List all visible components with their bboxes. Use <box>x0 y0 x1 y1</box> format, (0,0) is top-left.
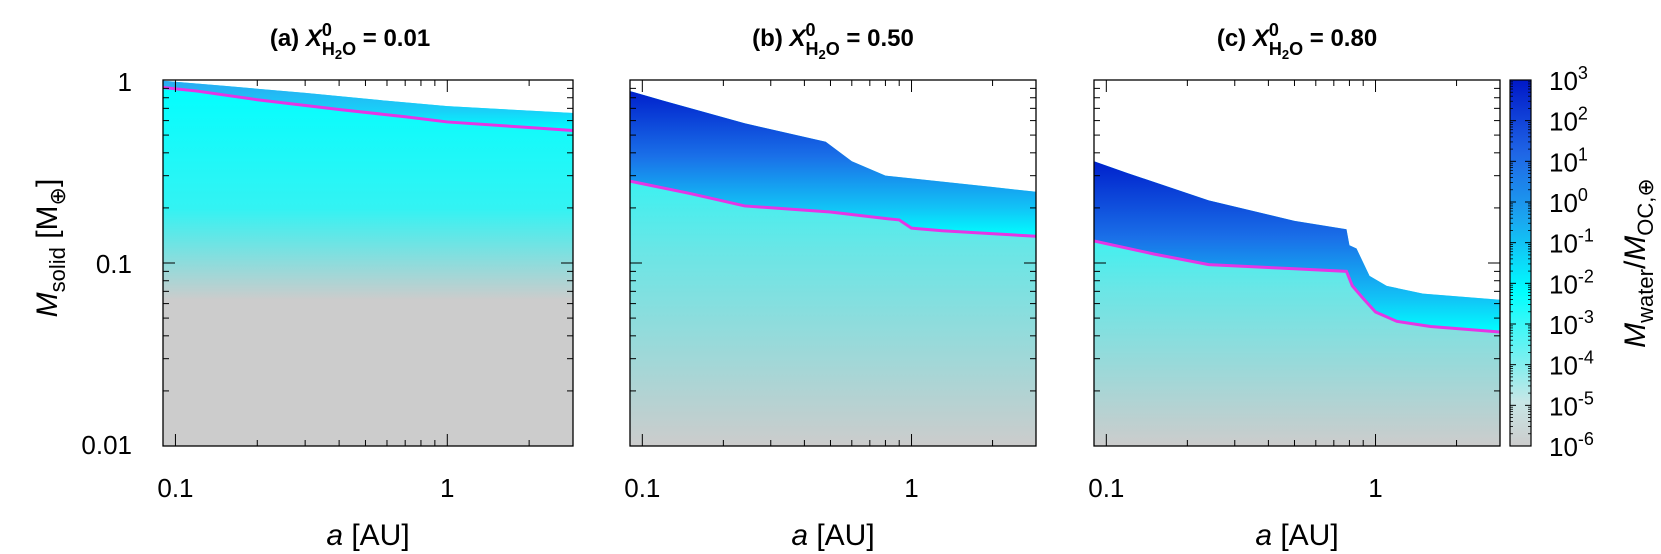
colorbar-tick-base: 10 <box>1549 351 1578 381</box>
colorbar-tick-base: 10 <box>1549 147 1578 177</box>
panel-a: 0.1 1 a [AU] (a) X0 H2O = 0.01 <box>157 20 574 552</box>
x-axis-label-unit: [AU] <box>343 519 410 552</box>
title-prefix: (c) <box>1217 25 1253 52</box>
colorbar-tick-exp: 2 <box>1578 104 1588 124</box>
title-sup: 0 <box>1269 20 1279 40</box>
y-tick-label-0-1: 0.1 <box>96 249 132 279</box>
colorbar-tick-exp: 3 <box>1578 63 1588 83</box>
x-axis-label-b: a [AU] <box>791 519 874 552</box>
colorbar-tick-exp: -2 <box>1578 266 1594 286</box>
title-value: = 0.01 <box>356 25 430 52</box>
x-tick-label-b: 1 <box>904 473 918 503</box>
title-var: X <box>304 25 324 52</box>
y-axis-label: Msolid [M⊕] <box>31 179 70 318</box>
title-sub-o: O <box>1289 39 1303 59</box>
colorbar-tick-exp: 0 <box>1578 185 1588 205</box>
colorbar-tick-exp: -6 <box>1578 429 1594 449</box>
title-sub-h: H <box>1269 39 1282 59</box>
colorbar-tick-label: 10-4 <box>1549 348 1594 381</box>
panel-b: 0.1 1 a [AU] (b) X0 H2O = 0.50 <box>624 20 1037 552</box>
title-sup: 0 <box>322 20 332 40</box>
title-sub-2: 2 <box>1282 47 1289 62</box>
title-sub-h: H <box>806 39 819 59</box>
x-axis-label-var: a <box>1255 519 1272 552</box>
water-fill-high-b <box>630 91 1036 237</box>
title-sub-o: O <box>342 39 356 59</box>
title-sub-o: O <box>826 39 840 59</box>
colorbar-tick-exp: -5 <box>1578 388 1594 408</box>
colorbar-gradient <box>1509 79 1532 447</box>
colorbar-tick-base: 10 <box>1549 269 1578 299</box>
title-prefix: (a) <box>270 25 306 52</box>
colorbar-tick-base: 10 <box>1549 310 1578 340</box>
colorbar-tick-base: 10 <box>1549 188 1578 218</box>
title-sub-2: 2 <box>819 47 826 62</box>
colorbar-tick-label: 103 <box>1549 63 1588 96</box>
x-tick-label-c: 1 <box>1368 473 1382 503</box>
y-tick-label-1: 1 <box>118 67 132 97</box>
y-tick-label-0-01: 0.01 <box>81 430 132 460</box>
contour-line-b <box>630 179 1036 238</box>
title-var: X <box>787 25 807 52</box>
water-fill-high-c <box>1094 161 1500 332</box>
panel-plot-area-b <box>630 91 1036 446</box>
title-sub-h: H <box>322 39 335 59</box>
colorbar-tick-label: 10-2 <box>1549 266 1594 299</box>
contour-line-a <box>163 86 573 132</box>
water-fill-low-a <box>163 80 573 446</box>
colorbar-tick-base: 10 <box>1549 432 1578 462</box>
x-tick-label-a: 1 <box>440 473 454 503</box>
x-tick-label-c: 0.1 <box>1088 473 1124 503</box>
colorbar-tick-base: 10 <box>1549 391 1578 421</box>
x-axis-label-var: a <box>326 519 343 552</box>
colorbar-tick-label: 101 <box>1549 144 1588 177</box>
x-axis-label-a: a [AU] <box>326 519 409 552</box>
panels-group: 0.1 1a [AU](a) X0 H2O = 0.010.1 1a [AU](b) … <box>157 20 1501 552</box>
panel-plot-area-a <box>163 80 573 446</box>
title-sup: 0 <box>806 20 816 40</box>
colorbar-tick-label: 102 <box>1549 104 1588 137</box>
panel-plot-area-c <box>1094 161 1500 446</box>
colorbar-tick-label: 10-5 <box>1549 388 1594 421</box>
colorbar-tick-label: 10-3 <box>1549 307 1594 340</box>
colorbar-tick-exp: -1 <box>1578 226 1594 246</box>
colorbar-tick-exp: -4 <box>1578 348 1594 368</box>
colorbar-label: Mwater/MOC,⊕ <box>1619 178 1658 348</box>
colorbar-tick-base: 10 <box>1549 66 1578 96</box>
x-axis-label-unit: [AU] <box>808 519 875 552</box>
colorbar-tick-exp: -3 <box>1578 307 1594 327</box>
title-prefix: (b) <box>752 25 789 52</box>
water-fill-high-a <box>163 80 573 131</box>
contour-line-c <box>1094 239 1500 334</box>
title-var: X <box>1251 25 1271 52</box>
title-sub-2: 2 <box>335 47 342 62</box>
panel-c: 0.1 1 a [AU] (c) X0 H2O = 0.80 <box>1088 20 1501 552</box>
x-tick-label-a: 0.1 <box>157 473 193 503</box>
colorbar-tick-label: 10-6 <box>1549 429 1594 462</box>
panel-title-a: (a) X0 H2O = 0.01 <box>270 20 430 62</box>
colorbar-tick-exp: 1 <box>1578 144 1588 164</box>
colorbar-tick-label: 10-1 <box>1549 226 1594 259</box>
colorbar-tick-label: 100 <box>1549 185 1588 218</box>
panel-title-b: (b) X0 H2O = 0.50 <box>752 20 914 62</box>
x-axis-label-var: a <box>791 519 808 552</box>
x-axis-label-unit: [AU] <box>1272 519 1339 552</box>
panel-title-c: (c) X0 H2O = 0.80 <box>1217 20 1377 62</box>
title-value: = 0.50 <box>840 25 914 52</box>
colorbar-tick-base: 10 <box>1549 229 1578 259</box>
colorbar-tick-base: 10 <box>1549 107 1578 137</box>
x-tick-label-b: 0.1 <box>624 473 660 503</box>
x-axis-label-c: a [AU] <box>1255 519 1338 552</box>
title-value: = 0.80 <box>1303 25 1377 52</box>
